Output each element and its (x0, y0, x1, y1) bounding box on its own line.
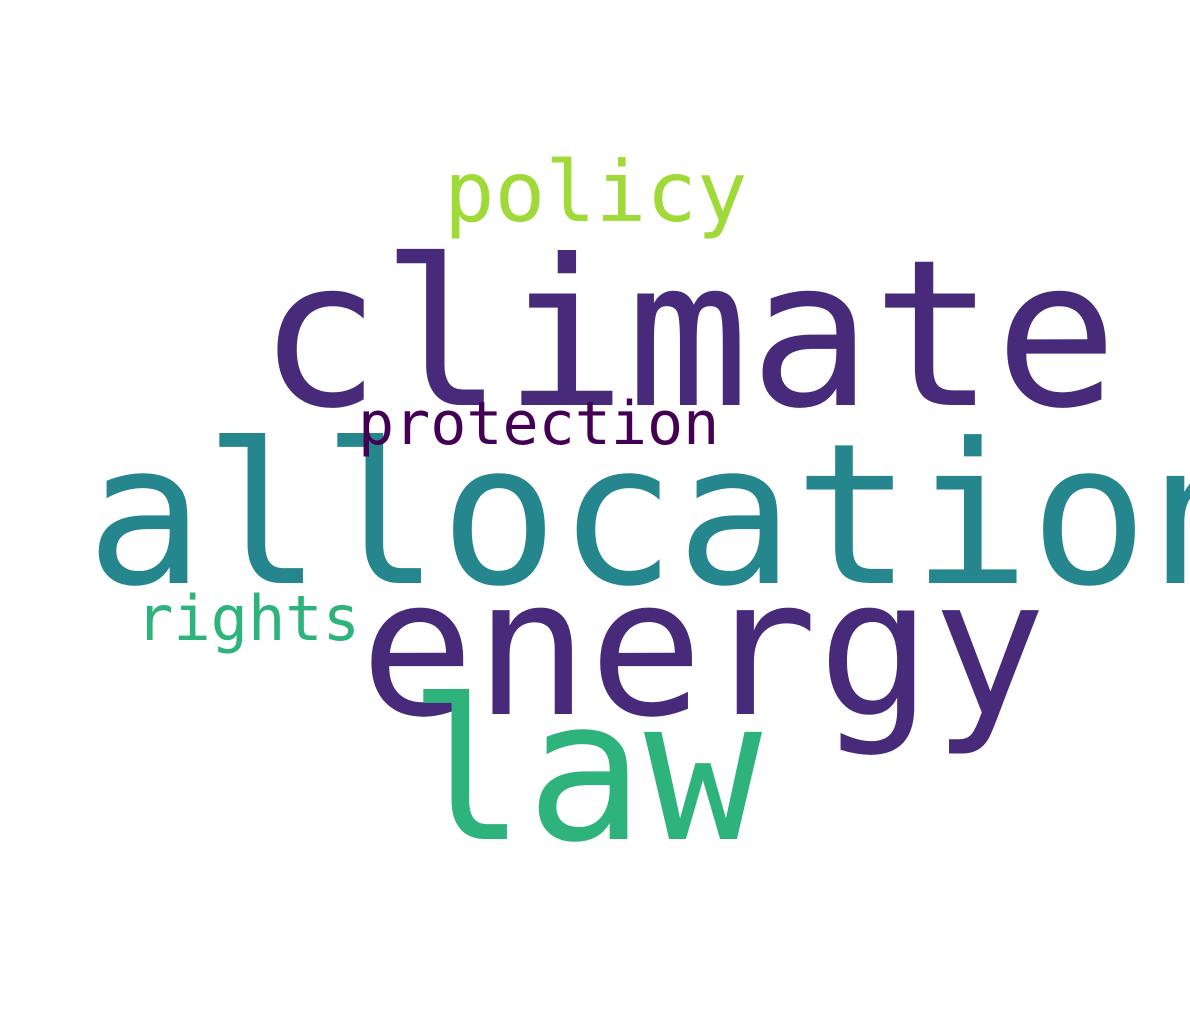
word-climate: climate (258, 217, 1118, 454)
word-protection: protection (358, 389, 720, 459)
word-law: law (408, 658, 763, 886)
word-rights: rights (136, 582, 360, 655)
word-energy: energy (360, 538, 1047, 759)
word-allocation: allocation (86, 402, 1190, 630)
word-policy: policy (444, 143, 748, 241)
